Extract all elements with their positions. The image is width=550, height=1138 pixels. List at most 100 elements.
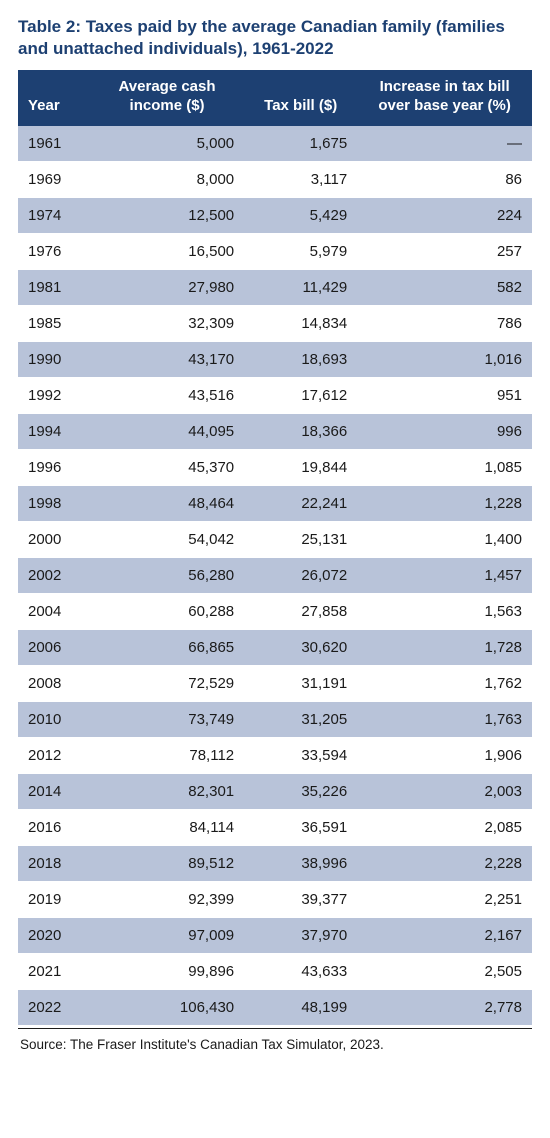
table-row: 201992,39939,3772,251 xyxy=(18,881,532,917)
table-cell: 1,228 xyxy=(357,485,532,521)
table-row: 199444,09518,366996 xyxy=(18,413,532,449)
table-cell: 36,591 xyxy=(244,809,357,845)
table-cell: 2022 xyxy=(18,989,90,1025)
table-cell: 2014 xyxy=(18,773,90,809)
table-cell: 18,366 xyxy=(244,413,357,449)
table-cell: 38,996 xyxy=(244,845,357,881)
table-cell: 2010 xyxy=(18,701,90,737)
table-cell: 257 xyxy=(357,233,532,269)
table-cell: 22,241 xyxy=(244,485,357,521)
table-cell: 582 xyxy=(357,269,532,305)
table-cell: 35,226 xyxy=(244,773,357,809)
table-cell: 1,457 xyxy=(357,557,532,593)
table-cell: 43,170 xyxy=(90,341,244,377)
table-row: 197616,5005,979257 xyxy=(18,233,532,269)
table-row: 197412,5005,429224 xyxy=(18,197,532,233)
table-cell: 1961 xyxy=(18,126,90,162)
table-cell: 48,199 xyxy=(244,989,357,1025)
table-cell: 31,191 xyxy=(244,665,357,701)
table-row: 201684,11436,5912,085 xyxy=(18,809,532,845)
table-cell: 996 xyxy=(357,413,532,449)
table-cell: 1,763 xyxy=(357,701,532,737)
table-row: 200872,52931,1911,762 xyxy=(18,665,532,701)
table-cell: 1,563 xyxy=(357,593,532,629)
table-cell: 43,633 xyxy=(244,953,357,989)
table-row: 201073,74931,2051,763 xyxy=(18,701,532,737)
table-cell: 224 xyxy=(357,197,532,233)
table-cell: 2004 xyxy=(18,593,90,629)
table-row: 202097,00937,9702,167 xyxy=(18,917,532,953)
table-cell: 78,112 xyxy=(90,737,244,773)
table-cell: 89,512 xyxy=(90,845,244,881)
table-cell: 951 xyxy=(357,377,532,413)
table-cell: 26,072 xyxy=(244,557,357,593)
table-cell: 2002 xyxy=(18,557,90,593)
table-cell: 99,896 xyxy=(90,953,244,989)
table-cell: 48,464 xyxy=(90,485,244,521)
table-cell: 5,979 xyxy=(244,233,357,269)
table-cell: 60,288 xyxy=(90,593,244,629)
table-cell: 1,675 xyxy=(244,126,357,162)
table-row: 2022106,43048,1992,778 xyxy=(18,989,532,1025)
table-cell: 5,429 xyxy=(244,197,357,233)
table-cell: 2020 xyxy=(18,917,90,953)
table-cell: 5,000 xyxy=(90,126,244,162)
table-cell: 1,762 xyxy=(357,665,532,701)
table-row: 19615,0001,675— xyxy=(18,126,532,162)
table-cell: 1,400 xyxy=(357,521,532,557)
table-cell: 3,117 xyxy=(244,161,357,197)
table-cell: 2,167 xyxy=(357,917,532,953)
table-cell: 25,131 xyxy=(244,521,357,557)
table-cell: 1,085 xyxy=(357,449,532,485)
table-row: 199043,17018,6931,016 xyxy=(18,341,532,377)
table-cell: 12,500 xyxy=(90,197,244,233)
table-header-row: Year Average cash income ($) Tax bill ($… xyxy=(18,70,532,126)
table-cell: — xyxy=(357,126,532,162)
table-row: 201482,30135,2262,003 xyxy=(18,773,532,809)
table-row: 198532,30914,834786 xyxy=(18,305,532,341)
table-row: 200666,86530,6201,728 xyxy=(18,629,532,665)
table-cell: 1969 xyxy=(18,161,90,197)
table-cell: 2016 xyxy=(18,809,90,845)
table-cell: 39,377 xyxy=(244,881,357,917)
table-cell: 2,003 xyxy=(357,773,532,809)
table-cell: 43,516 xyxy=(90,377,244,413)
table-row: 199645,37019,8441,085 xyxy=(18,449,532,485)
table-cell: 97,009 xyxy=(90,917,244,953)
table-cell: 92,399 xyxy=(90,881,244,917)
table-cell: 1981 xyxy=(18,269,90,305)
col-header-tax: Tax bill ($) xyxy=(244,70,357,126)
table-cell: 2019 xyxy=(18,881,90,917)
table-cell: 45,370 xyxy=(90,449,244,485)
table-cell: 1998 xyxy=(18,485,90,521)
table-cell: 66,865 xyxy=(90,629,244,665)
table-cell: 1992 xyxy=(18,377,90,413)
table-row: 200054,04225,1311,400 xyxy=(18,521,532,557)
table-cell: 44,095 xyxy=(90,413,244,449)
table-cell: 2018 xyxy=(18,845,90,881)
col-header-year: Year xyxy=(18,70,90,126)
table-cell: 27,980 xyxy=(90,269,244,305)
table-cell: 1996 xyxy=(18,449,90,485)
table-cell: 18,693 xyxy=(244,341,357,377)
source-note: Source: The Fraser Institute's Canadian … xyxy=(18,1029,532,1052)
table-row: 200256,28026,0721,457 xyxy=(18,557,532,593)
table-cell: 54,042 xyxy=(90,521,244,557)
table-cell: 2,505 xyxy=(357,953,532,989)
table-cell: 1976 xyxy=(18,233,90,269)
table-row: 200460,28827,8581,563 xyxy=(18,593,532,629)
table-cell: 82,301 xyxy=(90,773,244,809)
table-row: 198127,98011,429582 xyxy=(18,269,532,305)
table-cell: 1,728 xyxy=(357,629,532,665)
table-cell: 37,970 xyxy=(244,917,357,953)
table-cell: 2006 xyxy=(18,629,90,665)
table-cell: 2012 xyxy=(18,737,90,773)
table-cell: 33,594 xyxy=(244,737,357,773)
table-cell: 31,205 xyxy=(244,701,357,737)
table-cell: 1990 xyxy=(18,341,90,377)
table-cell: 73,749 xyxy=(90,701,244,737)
table-cell: 2,251 xyxy=(357,881,532,917)
col-header-increase: Increase in tax bill over base year (%) xyxy=(357,70,532,126)
table-cell: 786 xyxy=(357,305,532,341)
table-row: 201889,51238,9962,228 xyxy=(18,845,532,881)
